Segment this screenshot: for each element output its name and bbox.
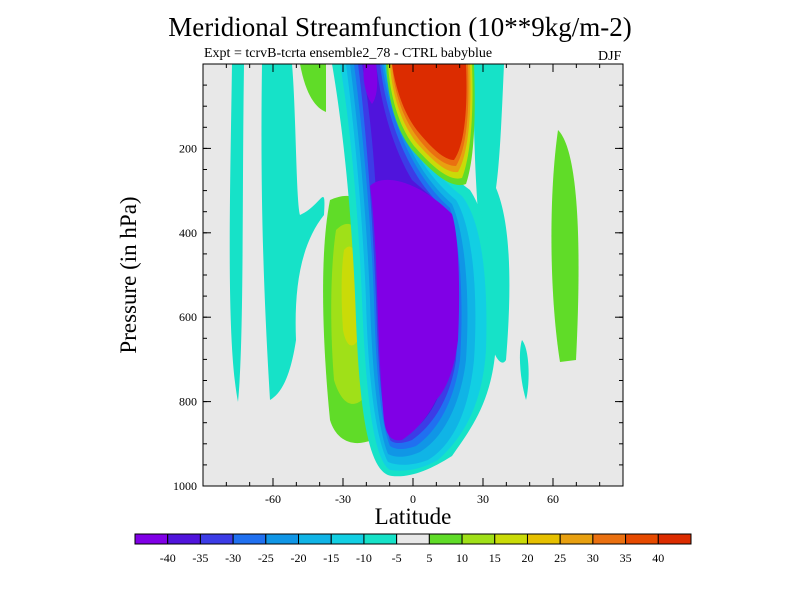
colorbar-swatch xyxy=(461,533,496,545)
contour-neg-east-spot xyxy=(519,340,529,400)
colorbar-swatch xyxy=(199,533,234,545)
colorbar-label: 40 xyxy=(652,551,664,565)
colorbar-swatch xyxy=(363,533,398,545)
y-tick-label: 800 xyxy=(179,395,197,409)
colorbar-label: -40 xyxy=(160,551,176,565)
colorbar-swatch xyxy=(526,533,561,545)
x-tick-label: 30 xyxy=(477,492,489,506)
colorbar-swatch xyxy=(265,533,300,545)
chart-subtitle: Expt = tcrvB-tcrta ensemble2_78 - CTRL b… xyxy=(204,46,493,61)
colorbar-label: -25 xyxy=(258,551,274,565)
y-axis-label: Pressure (in hPa) xyxy=(116,196,141,353)
colorbar: -40 -35 -30 -25 -20 -15 -10 -5 5 10 15 20 25 30 35 40 xyxy=(134,533,692,565)
colorbar-label: 10 xyxy=(456,551,468,565)
colorbar-swatch xyxy=(494,533,528,545)
contour-field xyxy=(229,64,579,477)
contour-neg-west-band xyxy=(229,64,244,402)
colorbar-swatch xyxy=(592,533,627,545)
y-tick-label: 200 xyxy=(179,141,197,155)
colorbar-swatch xyxy=(134,533,169,545)
contour-neg-top-spot xyxy=(363,64,378,104)
colorbar-swatch xyxy=(167,533,201,545)
contour-neg-west-strip xyxy=(261,64,325,400)
colorbar-label: -15 xyxy=(323,551,339,565)
colorbar-label: 15 xyxy=(489,551,501,565)
y-tick-label: 600 xyxy=(179,310,197,324)
colorbar-swatch xyxy=(428,533,463,545)
colorbar-swatch xyxy=(657,533,692,545)
colorbar-label: -5 xyxy=(392,551,402,565)
colorbar-label: -10 xyxy=(356,551,372,565)
x-tick-label: 0 xyxy=(410,492,416,506)
colorbar-label: -35 xyxy=(192,551,208,565)
colorbar-label: 35 xyxy=(620,551,632,565)
x-tick-label: 60 xyxy=(547,492,559,506)
colorbar-swatch xyxy=(396,533,430,545)
chart-title: Meridional Streamfunction (10**9kg/m-2) xyxy=(168,12,632,42)
colorbar-label: -30 xyxy=(225,551,241,565)
colorbar-swatch xyxy=(330,533,365,545)
colorbar-swatch xyxy=(232,533,267,545)
colorbar-label: 20 xyxy=(521,551,533,565)
x-tick-label: -60 xyxy=(265,492,281,506)
axes: -60 -30 0 30 60 200 400 600 800 1000 xyxy=(173,64,623,506)
x-tick-label: -30 xyxy=(335,492,351,506)
colorbar-swatch xyxy=(559,533,594,545)
contour-pos-upper-core xyxy=(392,64,467,160)
colorbar-swatch xyxy=(298,533,332,545)
colorbar-swatch xyxy=(625,533,659,545)
colorbar-label: 30 xyxy=(587,551,599,565)
x-axis-label: Latitude xyxy=(375,504,452,529)
contour-pos-far-north xyxy=(551,130,579,362)
colorbar-label: -20 xyxy=(291,551,307,565)
y-tick-label: 400 xyxy=(179,226,197,240)
season-label: DJF xyxy=(598,49,622,64)
contour-neg-east-strip xyxy=(473,64,510,363)
y-tick-label: 1000 xyxy=(173,479,197,493)
contour-neg-cell-core xyxy=(370,179,460,441)
colorbar-label: 5 xyxy=(426,551,432,565)
contour-pos-top-left xyxy=(300,64,326,112)
colorbar-label: 25 xyxy=(554,551,566,565)
